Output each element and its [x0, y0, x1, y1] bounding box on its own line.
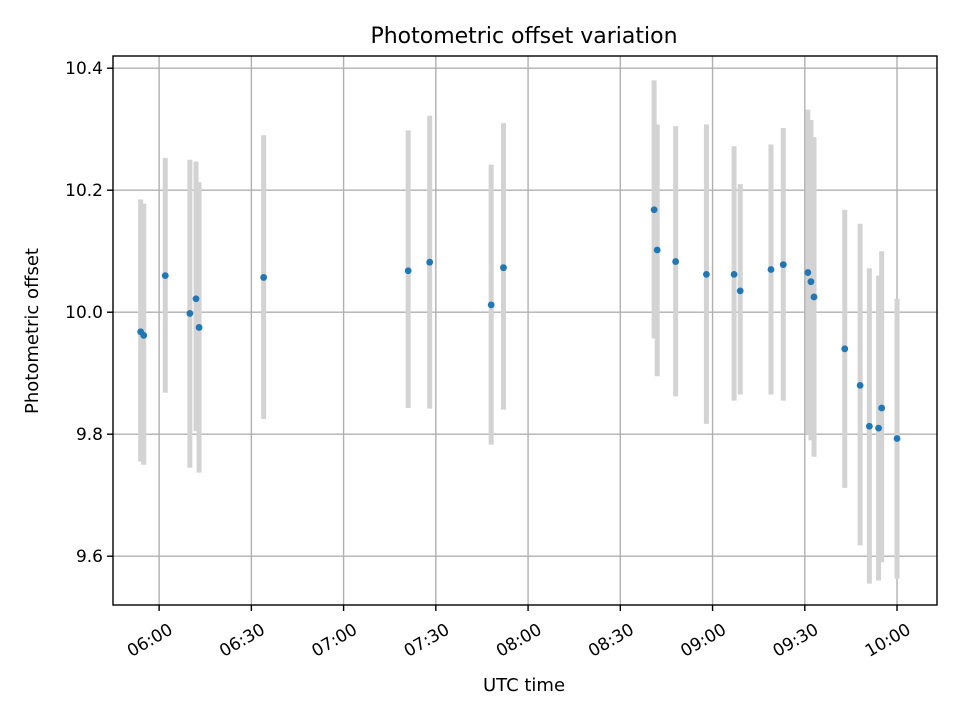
data-point — [500, 264, 507, 272]
data-point — [856, 382, 864, 389]
data-point — [865, 422, 873, 430]
data-point — [730, 270, 738, 278]
data-point — [703, 270, 710, 278]
data-point — [140, 331, 148, 339]
data-point — [404, 267, 412, 275]
x-tick-label: 10:00 — [862, 620, 914, 662]
x-tick-label: 06:00 — [124, 620, 176, 662]
x-tick-label: 06:30 — [216, 620, 268, 662]
data-point — [893, 435, 901, 442]
data-point — [779, 261, 787, 269]
error-bars — [138, 80, 900, 584]
data-point — [260, 274, 268, 281]
y-axis-ticks: 9.6 9.8 10.0 10.2 10.4 — [65, 59, 113, 567]
x-axis-label: UTC time — [483, 675, 565, 696]
x-tick-label: 09:30 — [770, 620, 822, 662]
data-point — [810, 293, 818, 301]
chart-title: Photometric offset variation — [370, 24, 677, 49]
data-point — [195, 324, 203, 331]
x-tick-label: 08:00 — [493, 620, 545, 662]
y-tick-label: 10.0 — [65, 303, 103, 323]
x-tick-label: 09:00 — [677, 620, 729, 662]
grid-lines — [113, 56, 937, 605]
data-point — [841, 345, 849, 353]
data-point — [426, 258, 434, 266]
y-tick-label: 9.6 — [76, 547, 103, 567]
data-point — [653, 246, 661, 254]
data-point — [875, 424, 882, 432]
data-point — [650, 206, 658, 214]
y-tick-label: 10.2 — [65, 181, 103, 201]
x-tick-label: 08:30 — [585, 620, 637, 662]
data-point — [767, 266, 775, 273]
data-point — [186, 310, 194, 317]
data-point — [804, 269, 812, 276]
x-tick-label: 07:30 — [401, 620, 453, 662]
x-tick-label: 07:00 — [308, 620, 360, 662]
y-tick-label: 9.8 — [76, 425, 103, 445]
data-point — [736, 287, 744, 295]
y-axis-label: Photometric offset — [22, 248, 43, 414]
data-points — [137, 206, 901, 442]
x-axis-ticks: 06:00 06:30 07:00 07:30 08:00 08:30 09:00 09:30… — [124, 605, 914, 662]
data-point — [192, 295, 200, 303]
y-tick-label: 10.4 — [65, 59, 103, 79]
data-point — [487, 301, 495, 309]
data-point — [672, 258, 680, 265]
plot-frame — [112, 55, 938, 606]
data-point — [807, 278, 815, 286]
data-point — [878, 404, 886, 412]
data-point — [161, 272, 169, 279]
